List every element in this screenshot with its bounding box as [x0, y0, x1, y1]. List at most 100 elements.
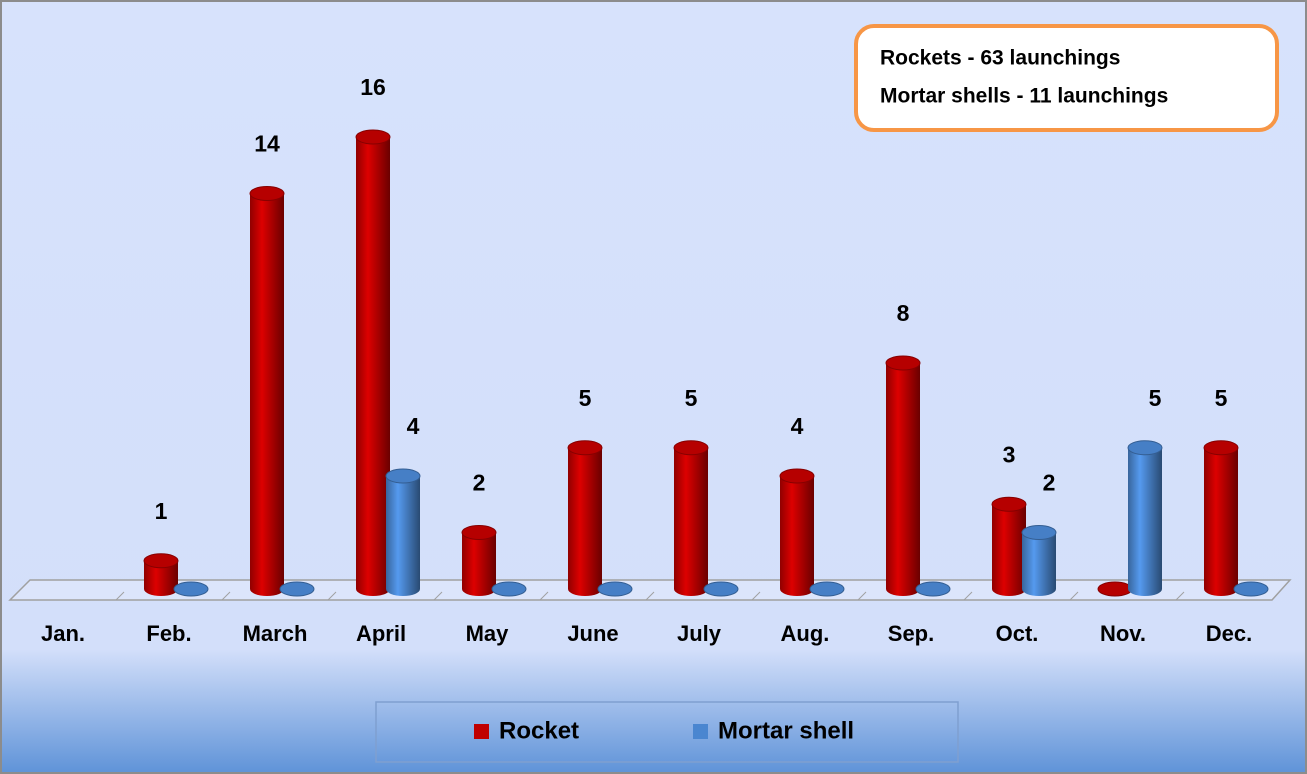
bar: [173, 581, 209, 597]
bar: [1127, 440, 1163, 596]
legend-swatch: [693, 724, 708, 739]
x-tick-label: Sep.: [888, 621, 934, 646]
bar: [915, 581, 951, 597]
data-label: 5: [1215, 385, 1228, 411]
bar: [567, 440, 603, 596]
bar: [1097, 581, 1133, 597]
annotation: Mortar shells - 11 launchings: [880, 85, 1168, 108]
bar-top: [143, 553, 179, 569]
bar: [1021, 525, 1057, 596]
bar: [991, 496, 1027, 596]
bar-body: [462, 532, 496, 596]
tick-mark: [645, 591, 655, 601]
bar-body: [144, 560, 178, 596]
bar: [279, 581, 315, 597]
x-tick-label: Dec.: [1206, 621, 1252, 646]
bar-top: [355, 129, 391, 145]
tick-mark: [539, 591, 549, 601]
bar-top: [703, 581, 739, 597]
bar-top: [491, 581, 527, 597]
tick-mark: [1175, 591, 1185, 601]
bar-body: [356, 137, 390, 596]
tick-mark: [751, 591, 761, 601]
x-tick-label: Oct.: [996, 621, 1039, 646]
x-tick-label: Aug.: [781, 621, 830, 646]
legend-label: Rocket: [499, 717, 579, 744]
tick-mark: [221, 591, 231, 601]
bar: [461, 525, 497, 596]
bar-body: [1128, 447, 1162, 596]
bar-top: [809, 581, 845, 597]
x-tick-label: March: [243, 621, 308, 646]
bar: [673, 440, 709, 596]
x-tick-label: April: [356, 621, 406, 646]
x-tick-label: Nov.: [1100, 621, 1146, 646]
bar: [249, 186, 285, 596]
bar-top: [673, 440, 709, 456]
data-label: 5: [1149, 385, 1162, 411]
tick-mark: [433, 591, 443, 601]
bar-top: [567, 440, 603, 456]
bar: [809, 581, 845, 597]
bar: [779, 468, 815, 596]
tick-mark: [1069, 591, 1079, 601]
bar-top: [1127, 440, 1163, 456]
x-tick-label: July: [677, 621, 722, 646]
bar-body: [1022, 532, 1056, 596]
bar-body: [780, 476, 814, 596]
bar-top: [249, 186, 285, 201]
bar: [143, 553, 179, 596]
data-label: 2: [473, 470, 486, 496]
legend-swatch: [474, 724, 489, 739]
tick-mark: [963, 591, 973, 601]
bar-body: [386, 476, 420, 596]
bar: [885, 355, 921, 596]
bar-body: [250, 193, 284, 596]
bar-top: [279, 581, 315, 597]
floor: [8, 579, 1292, 601]
bar: [1233, 581, 1269, 597]
bar: [597, 581, 633, 597]
bar-top: [1233, 581, 1269, 597]
tick-mark: [115, 591, 125, 601]
tick-mark: [857, 591, 867, 601]
legend: [375, 701, 959, 763]
tick-mark: [9, 591, 19, 601]
bar-top: [173, 581, 209, 597]
bar: [355, 129, 391, 596]
data-label: 3: [1003, 441, 1016, 467]
bar: [703, 581, 739, 597]
x-tick-label: May: [466, 621, 510, 646]
bar-body: [992, 504, 1026, 596]
bar-top: [461, 525, 497, 540]
data-label: 8: [897, 300, 910, 326]
x-tick-label: June: [567, 621, 618, 646]
annotation-box: [854, 24, 1279, 132]
bar: [385, 468, 421, 596]
data-label: 1: [155, 498, 168, 524]
bar: [491, 581, 527, 597]
bar-top: [597, 581, 633, 597]
bar-top: [779, 468, 815, 484]
x-tick-label: Feb.: [146, 621, 191, 646]
bar-top: [1021, 525, 1057, 540]
bar-body: [568, 447, 602, 596]
bar-top: [385, 468, 421, 484]
bar-top: [1097, 581, 1133, 597]
tick-mark: [327, 591, 337, 601]
data-label: 2: [1043, 470, 1056, 496]
bar-top: [1203, 440, 1239, 456]
data-label: 5: [685, 385, 698, 411]
x-tick-label: Jan.: [41, 621, 85, 646]
data-label: 14: [254, 131, 280, 157]
bar-top: [991, 496, 1027, 512]
bar: [1203, 440, 1239, 596]
bar-top: [885, 355, 921, 371]
data-label: 4: [791, 413, 804, 439]
legend-label: Mortar shell: [718, 717, 854, 744]
data-label: 5: [579, 385, 592, 411]
annotation: Rockets - 63 launchings: [880, 47, 1120, 70]
bar-body: [1204, 447, 1238, 596]
data-label: 4: [407, 413, 420, 439]
